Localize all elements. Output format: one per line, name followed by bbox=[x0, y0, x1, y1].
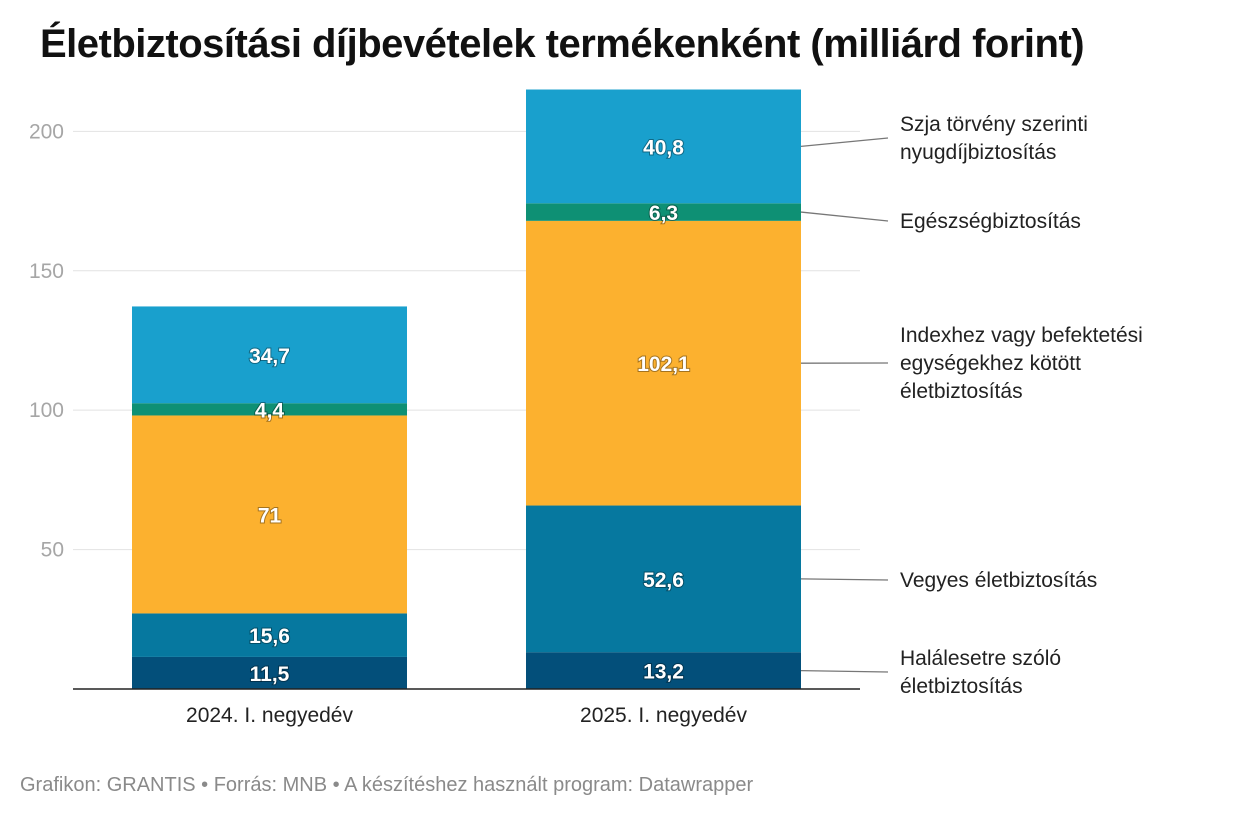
data-label-1-2: 15,6 bbox=[249, 625, 290, 648]
data-label-1-5: 34,7 bbox=[249, 345, 290, 368]
data-label-1-1: 11,5 bbox=[250, 663, 290, 686]
legend-label-5-2: nyugdíjbiztosítás bbox=[900, 141, 1056, 164]
data-label-2-3: 102,1 bbox=[637, 353, 690, 376]
legend-label-3-1: Indexhez vagy befektetési bbox=[900, 324, 1143, 347]
legend-label-4-1: Egészségbiztosítás bbox=[900, 210, 1081, 233]
bar-segment-2-1 bbox=[526, 652, 801, 689]
y-tick-label-50: 50 bbox=[41, 539, 64, 562]
bar-segment-1-5 bbox=[132, 306, 407, 404]
legend-connector-1 bbox=[800, 669, 889, 673]
x-tick-label-2: 2025. I. negyedév bbox=[580, 704, 747, 727]
y-tick-label-200: 200 bbox=[29, 120, 64, 143]
bar-segment-1-3 bbox=[132, 415, 407, 614]
y-tick-label-100: 100 bbox=[29, 399, 64, 422]
data-label-1-3: 71 bbox=[258, 504, 282, 527]
legend-connector-2 bbox=[800, 578, 889, 581]
data-label-2-2: 52,6 bbox=[643, 569, 684, 592]
chart-footer: Grafikon: GRANTIS • Forrás: MNB • A kész… bbox=[20, 774, 754, 796]
x-tick-label-1: 2024. I. negyedév bbox=[186, 704, 353, 727]
legend-label-1-2: életbiztosítás bbox=[900, 675, 1023, 698]
data-label-2-4: 6,3 bbox=[649, 202, 678, 225]
legend-label-1-1: Halálesetre szóló bbox=[900, 647, 1061, 670]
bar-segment-2-2 bbox=[526, 505, 801, 653]
bar-segment-2-5 bbox=[526, 89, 801, 204]
bar-segment-1-2 bbox=[132, 613, 407, 657]
data-label-2-1: 13,2 bbox=[643, 661, 684, 684]
legend-label-3-3: életbiztosítás bbox=[900, 380, 1023, 403]
legend-label-2-1: Vegyes életbiztosítás bbox=[900, 569, 1097, 592]
legend-label-5-1: Szja törvény szerinti bbox=[900, 113, 1088, 136]
legend-connector-4 bbox=[800, 211, 889, 222]
chart-title: Életbiztosítási díjbevételek termékenkén… bbox=[40, 22, 1085, 66]
bar-segment-1-4 bbox=[132, 403, 407, 416]
bar-segment-2-3 bbox=[526, 220, 801, 506]
legend-connector-5 bbox=[800, 137, 889, 148]
bar-segment-2-4 bbox=[526, 203, 801, 221]
data-label-1-4: 4,4 bbox=[255, 399, 285, 422]
legend-label-3-2: egységekhez kötött bbox=[900, 352, 1081, 375]
y-tick-label-150: 150 bbox=[29, 260, 64, 283]
data-label-2-5: 40,8 bbox=[643, 136, 684, 159]
bar-segment-1-1 bbox=[132, 656, 407, 689]
